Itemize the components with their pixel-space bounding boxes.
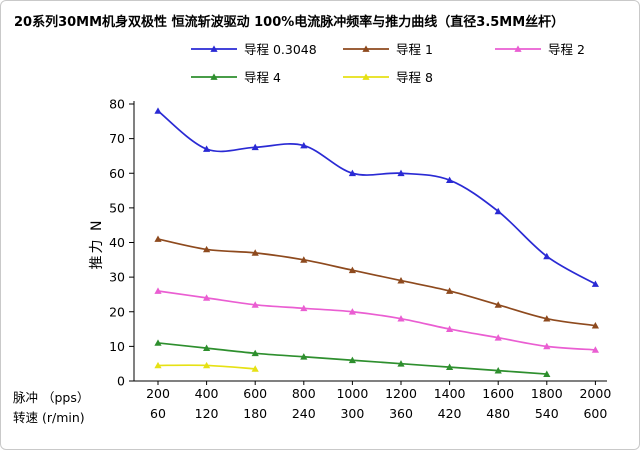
x-axis-row1-label: 脉冲 （pps）	[13, 390, 90, 405]
legend-marker-icon	[343, 44, 389, 52]
legend-item-1: 导程 1	[343, 39, 495, 58]
y-tick-label: 0	[117, 374, 125, 389]
x-tick-label-speed: 180	[243, 406, 267, 421]
series-line-0	[157, 110, 597, 285]
series-2-point	[203, 294, 211, 301]
series-0-point	[446, 176, 454, 184]
legend-item-0: 导程 0.3048	[191, 39, 343, 58]
legend-label: 导程 8	[396, 70, 433, 85]
series-2-point	[591, 346, 599, 353]
x-tick-label-pulse: 1800	[531, 386, 563, 401]
series-2-point	[300, 304, 308, 312]
series-4-point	[251, 365, 259, 372]
x-axis-row2-label: 转速 (r/min)	[13, 410, 85, 425]
series-2-point	[251, 301, 259, 308]
series-0-point	[591, 280, 599, 287]
series-1-point	[348, 266, 356, 274]
y-tick-label: 70	[109, 131, 125, 146]
series-1-point	[446, 287, 454, 294]
series-1-point	[591, 322, 599, 329]
legend-marker-icon	[191, 72, 237, 80]
series-3-point	[348, 356, 356, 364]
legend-label: 导程 1	[396, 42, 433, 57]
y-tick-label: 40	[109, 235, 125, 250]
legend-label: 导程 2	[548, 42, 585, 57]
series-0-point	[543, 252, 551, 260]
series-4-point	[203, 361, 211, 369]
x-tick-label-speed: 300	[340, 406, 364, 421]
x-tick-label-pulse: 1200	[385, 386, 417, 401]
series-1-point	[543, 315, 551, 322]
y-tick-label: 60	[109, 166, 125, 181]
y-tick-label: 50	[109, 200, 125, 215]
legend-item-3: 导程 4	[191, 67, 343, 86]
x-tick-label-speed: 540	[535, 406, 559, 421]
x-tick-label-speed: 600	[583, 406, 607, 421]
legend-item-2: 导程 2	[495, 39, 639, 58]
x-tick-label-speed: 60	[150, 406, 166, 421]
series-0-point	[154, 107, 162, 114]
series-3-point	[543, 370, 551, 377]
series-0-point	[203, 145, 211, 152]
series-line-1	[157, 238, 597, 327]
legend-label: 导程 0.3048	[244, 42, 317, 57]
series-line-2	[157, 290, 597, 351]
x-tick-label-speed: 360	[389, 406, 413, 421]
legend-label: 导程 4	[244, 70, 281, 85]
series-2-point	[543, 342, 551, 350]
series-3-point	[154, 339, 162, 346]
y-tick-label: 20	[109, 304, 125, 319]
series-0-point	[251, 143, 259, 151]
legend-marker-icon	[191, 44, 237, 52]
x-tick-label-pulse: 200	[146, 386, 170, 401]
series-3-point	[397, 360, 405, 367]
x-tick-label-pulse: 400	[195, 386, 219, 401]
x-tick-label-speed: 240	[292, 406, 316, 421]
series-3-point	[494, 367, 502, 374]
series-2-point	[397, 315, 405, 322]
x-tick-label-speed: 420	[438, 406, 462, 421]
series-3-point	[446, 363, 454, 371]
x-tick-label-pulse: 800	[292, 386, 316, 401]
series-1-point	[203, 245, 211, 253]
series-1-point	[154, 235, 162, 242]
x-tick-label-pulse: 600	[243, 386, 267, 401]
x-tick-label-pulse: 1600	[482, 386, 514, 401]
series-0-point	[300, 141, 308, 149]
series-1-point	[251, 249, 259, 256]
series-0-point	[348, 169, 356, 177]
y-tick-label: 80	[109, 97, 125, 112]
y-tick-label: 10	[109, 339, 125, 354]
series-3-point	[300, 353, 308, 360]
legend-marker-icon	[495, 44, 541, 52]
x-tick-label-speed: 480	[486, 406, 510, 421]
chart-title: 20系列30MM机身双极性 恒流斩波驱动 100%电流脉冲频率与推力曲线（直径3…	[14, 15, 565, 30]
series-2-point	[446, 325, 454, 332]
legend-item-4: 导程 8	[343, 67, 495, 86]
x-tick-label-pulse: 2000	[579, 386, 611, 401]
series-3-point	[251, 349, 259, 357]
legend: 导程 0.3048 导程 1 导程 2 导程 4 导程 8	[191, 39, 639, 86]
y-tick-label: 30	[109, 270, 125, 285]
series-1-point	[300, 256, 308, 263]
series-4-point	[154, 361, 162, 369]
x-tick-label-pulse: 1000	[336, 386, 368, 401]
legend-marker-icon	[343, 72, 389, 80]
series-3-point	[203, 344, 211, 351]
series-0-point	[494, 207, 502, 215]
series-2-point	[154, 287, 162, 294]
series-1-point	[397, 276, 405, 284]
series-2-point	[348, 308, 356, 315]
x-tick-label-speed: 120	[195, 406, 219, 421]
series-0-point	[397, 169, 405, 177]
series-2-point	[494, 334, 502, 341]
series-1-point	[494, 301, 502, 308]
x-tick-label-pulse: 1400	[434, 386, 466, 401]
